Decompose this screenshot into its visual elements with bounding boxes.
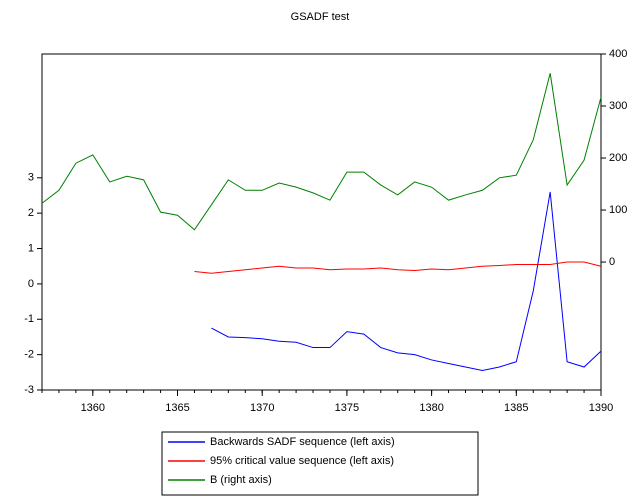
x-tick-label: 1365: [165, 402, 189, 414]
series-line: [194, 261, 602, 274]
plot-frame: [41, 53, 602, 391]
y2-tick-label: 0: [609, 256, 615, 268]
x-tick-label: 1380: [419, 402, 443, 414]
y-tick-label: 1: [28, 242, 34, 254]
x-tick-label: 1360: [81, 402, 105, 414]
y-tick-label: 2: [28, 207, 34, 219]
y2-tick-label: 100: [609, 204, 627, 216]
y2-tick-label: 300: [609, 100, 627, 112]
y2-tick-label: 400: [609, 48, 627, 60]
legend-label: B (right axis): [210, 474, 272, 486]
y-tick-label: -3: [24, 384, 34, 396]
legend-label: Backwards SADF sequence (left axis): [210, 436, 395, 448]
x-tick-label: 1385: [504, 402, 528, 414]
y-tick-label: 3: [28, 172, 34, 184]
x-tick-label: 1370: [250, 402, 274, 414]
chart-title: GSADF test: [291, 11, 350, 23]
y2-tick-label: 200: [609, 152, 627, 164]
series-line: [211, 191, 602, 372]
y-tick-label: 0: [28, 278, 34, 290]
legend: [161, 431, 479, 496]
y-tick-label: -1: [24, 313, 34, 325]
series-line: [41, 73, 602, 231]
x-tick-label: 1375: [335, 402, 359, 414]
legend-label: 95% critical value sequence (left axis): [210, 455, 394, 467]
y-tick-label: -2: [24, 349, 34, 361]
x-tick-label: 1390: [589, 402, 613, 414]
